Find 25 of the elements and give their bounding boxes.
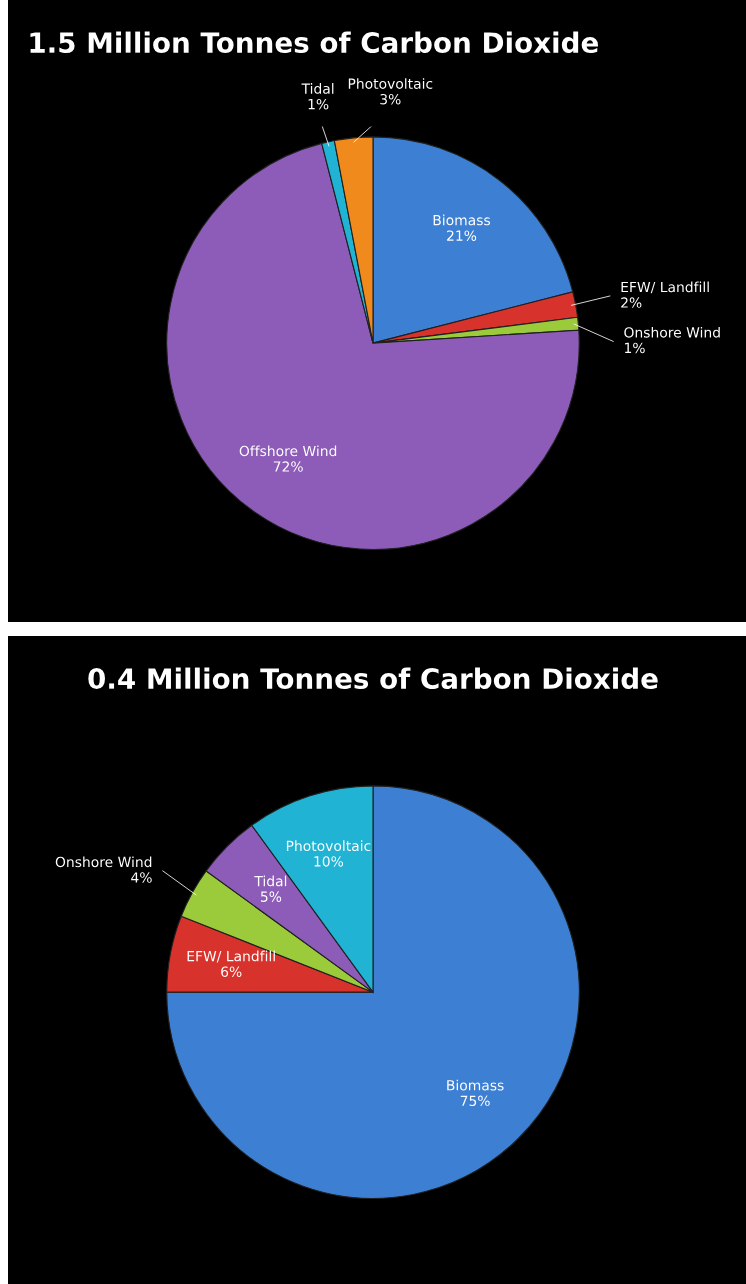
data-label: 21%: [447, 230, 477, 241]
data-label: 72%: [273, 461, 303, 472]
data-label: 6%: [221, 966, 242, 977]
data-label: 2%: [621, 297, 642, 308]
chart-title: 0.4 Million Tonnes of Carbon Dioxide: [88, 667, 658, 690]
slice-label: Tidal: [254, 875, 287, 887]
slice-label: Photovoltaic: [348, 78, 433, 89]
slice-label: Biomass: [433, 214, 491, 226]
data-label: 5%: [260, 891, 282, 902]
slice-label: Tidal: [301, 83, 334, 94]
data-label: 75%: [460, 1095, 490, 1107]
slice-label: Photovoltaic: [286, 840, 371, 852]
slice-label: EFW/ Landfill: [187, 950, 275, 963]
slice-label: Onshore Wind: [624, 326, 720, 338]
chart-title: 1.5 Million Tonnes of Carbon Dioxide: [30, 31, 598, 54]
slice-label: Offshore Wind: [239, 445, 337, 457]
data-label: 10%: [314, 856, 344, 867]
data-label: 3%: [380, 93, 401, 105]
data-label: 4%: [131, 872, 152, 883]
pie-slice: [166, 785, 580, 1199]
slice-label: Onshore Wind: [55, 856, 152, 868]
slice-label: EFW/ Landfill: [621, 281, 709, 294]
data-label: 1%: [308, 98, 329, 110]
slice-label: Biomass: [447, 1079, 504, 1091]
data-label: 1%: [625, 342, 645, 354]
